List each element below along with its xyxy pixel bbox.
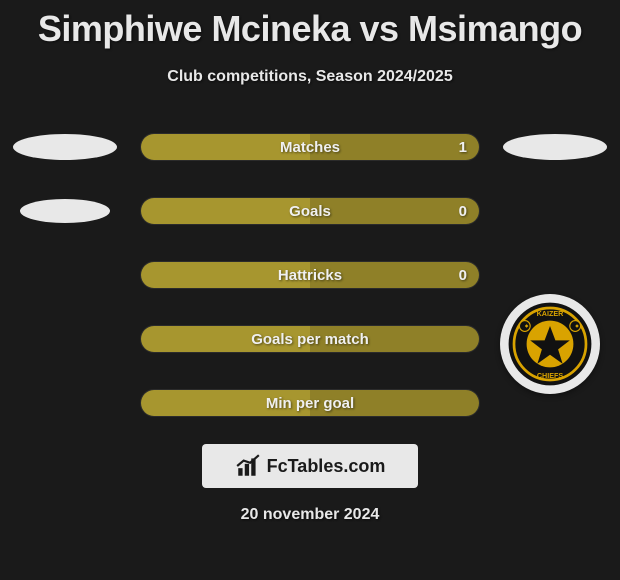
placeholder-ellipse bbox=[13, 134, 117, 160]
kaizer-chiefs-icon: KAIZER CHIEFS bbox=[505, 299, 595, 389]
stat-value-right: 0 bbox=[459, 198, 467, 224]
left-badge-slot bbox=[10, 252, 120, 298]
bar-left-fill bbox=[141, 390, 310, 416]
right-badge-slot bbox=[500, 124, 610, 170]
footer-logo-text: FcTables.com bbox=[267, 456, 386, 477]
subtitle: Club competitions, Season 2024/2025 bbox=[0, 68, 620, 86]
footer-logo: FcTables.com bbox=[202, 444, 418, 488]
bar-right-fill bbox=[310, 326, 479, 352]
stat-value-right: 1 bbox=[459, 134, 467, 160]
bar-left-fill bbox=[141, 134, 310, 160]
stat-bar: Hattricks0 bbox=[140, 261, 480, 289]
bar-left-fill bbox=[141, 262, 310, 288]
svg-text:KAIZER: KAIZER bbox=[537, 309, 565, 318]
left-badge-slot bbox=[10, 380, 120, 426]
left-badge-slot bbox=[10, 188, 120, 234]
stat-bar: Goals per match bbox=[140, 325, 480, 353]
placeholder-ellipse bbox=[503, 134, 607, 160]
stat-bar: Goals0 bbox=[140, 197, 480, 225]
chart-icon bbox=[235, 453, 261, 479]
bar-left-fill bbox=[141, 198, 310, 224]
page-title: Simphiwe Mcineka vs Msimango bbox=[0, 0, 620, 50]
left-badge-slot bbox=[10, 124, 120, 170]
stat-bar: Min per goal bbox=[140, 389, 480, 417]
bar-right-fill bbox=[310, 198, 479, 224]
stat-row: Matches1 bbox=[0, 124, 620, 170]
footer-date: 20 november 2024 bbox=[0, 506, 620, 524]
svg-text:CHIEFS: CHIEFS bbox=[537, 371, 564, 380]
club-badge-right: KAIZER CHIEFS bbox=[500, 294, 600, 394]
stat-value-right: 0 bbox=[459, 262, 467, 288]
stat-row: Goals0 bbox=[0, 188, 620, 234]
bar-right-fill bbox=[310, 390, 479, 416]
stat-row: Hattricks0 bbox=[0, 252, 620, 298]
right-badge-slot bbox=[500, 252, 610, 298]
stat-bar: Matches1 bbox=[140, 133, 480, 161]
stats-area: Matches1 Goals0 Hattricks0 Goals per match M… bbox=[0, 124, 620, 426]
bar-right-fill bbox=[310, 262, 479, 288]
placeholder-ellipse bbox=[20, 199, 110, 223]
right-badge-slot bbox=[500, 188, 610, 234]
bar-left-fill bbox=[141, 326, 310, 352]
left-badge-slot bbox=[10, 316, 120, 362]
bar-right-fill bbox=[310, 134, 479, 160]
